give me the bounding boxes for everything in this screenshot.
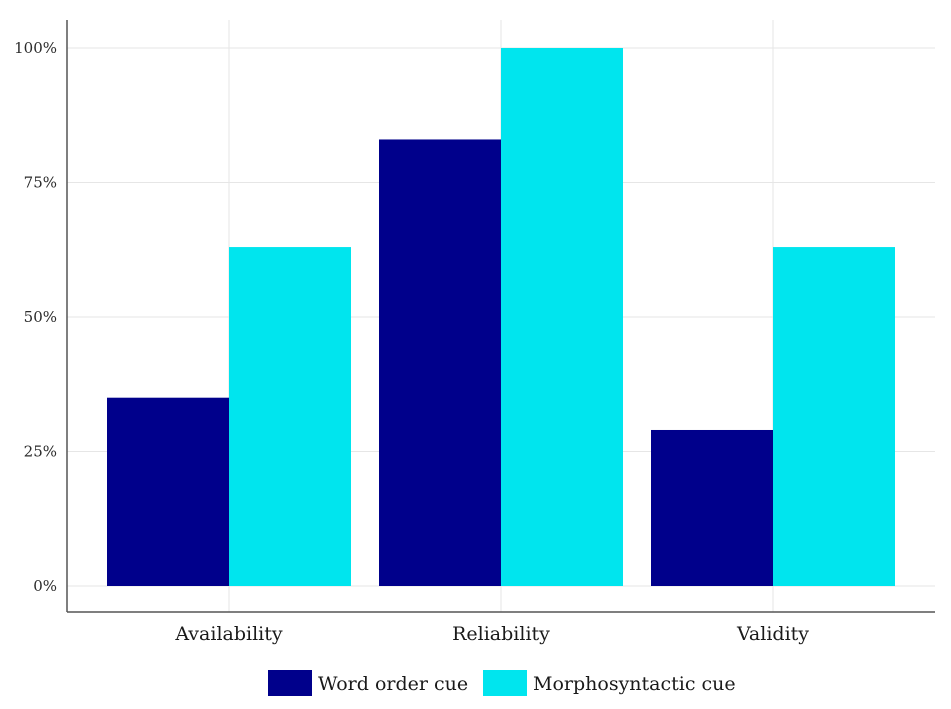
bar-availability-morphosyntactic-cue bbox=[229, 247, 351, 586]
legend: Word order cue Morphosyntactic cue bbox=[268, 670, 736, 696]
legend-swatch bbox=[268, 670, 312, 696]
legend-swatch bbox=[483, 670, 527, 696]
bar-reliability-morphosyntactic-cue bbox=[501, 48, 623, 586]
x-tick-label: Reliability bbox=[452, 623, 550, 645]
y-tick-label: 0% bbox=[33, 577, 57, 595]
y-tick-label: 25% bbox=[24, 443, 57, 461]
bar-reliability-word-order-cue bbox=[379, 139, 501, 586]
x-tick-label: Availability bbox=[174, 623, 283, 645]
y-tick-labels: 0% 25% 50% 75% 100% bbox=[14, 39, 57, 595]
bar-validity-morphosyntactic-cue bbox=[773, 247, 895, 586]
axes bbox=[66, 20, 935, 613]
y-tick-label: 100% bbox=[14, 39, 57, 57]
bar-availability-word-order-cue bbox=[107, 397, 229, 586]
legend-label: Morphosyntactic cue bbox=[533, 673, 736, 695]
legend-label: Word order cue bbox=[318, 673, 468, 695]
x-tick-labels: Availability Reliability Validity bbox=[174, 623, 809, 645]
x-tick-label: Validity bbox=[736, 623, 809, 645]
bars bbox=[107, 48, 895, 586]
bar-validity-word-order-cue bbox=[651, 429, 773, 586]
y-tick-label: 50% bbox=[24, 308, 57, 326]
y-tick-label: 75% bbox=[24, 174, 57, 192]
